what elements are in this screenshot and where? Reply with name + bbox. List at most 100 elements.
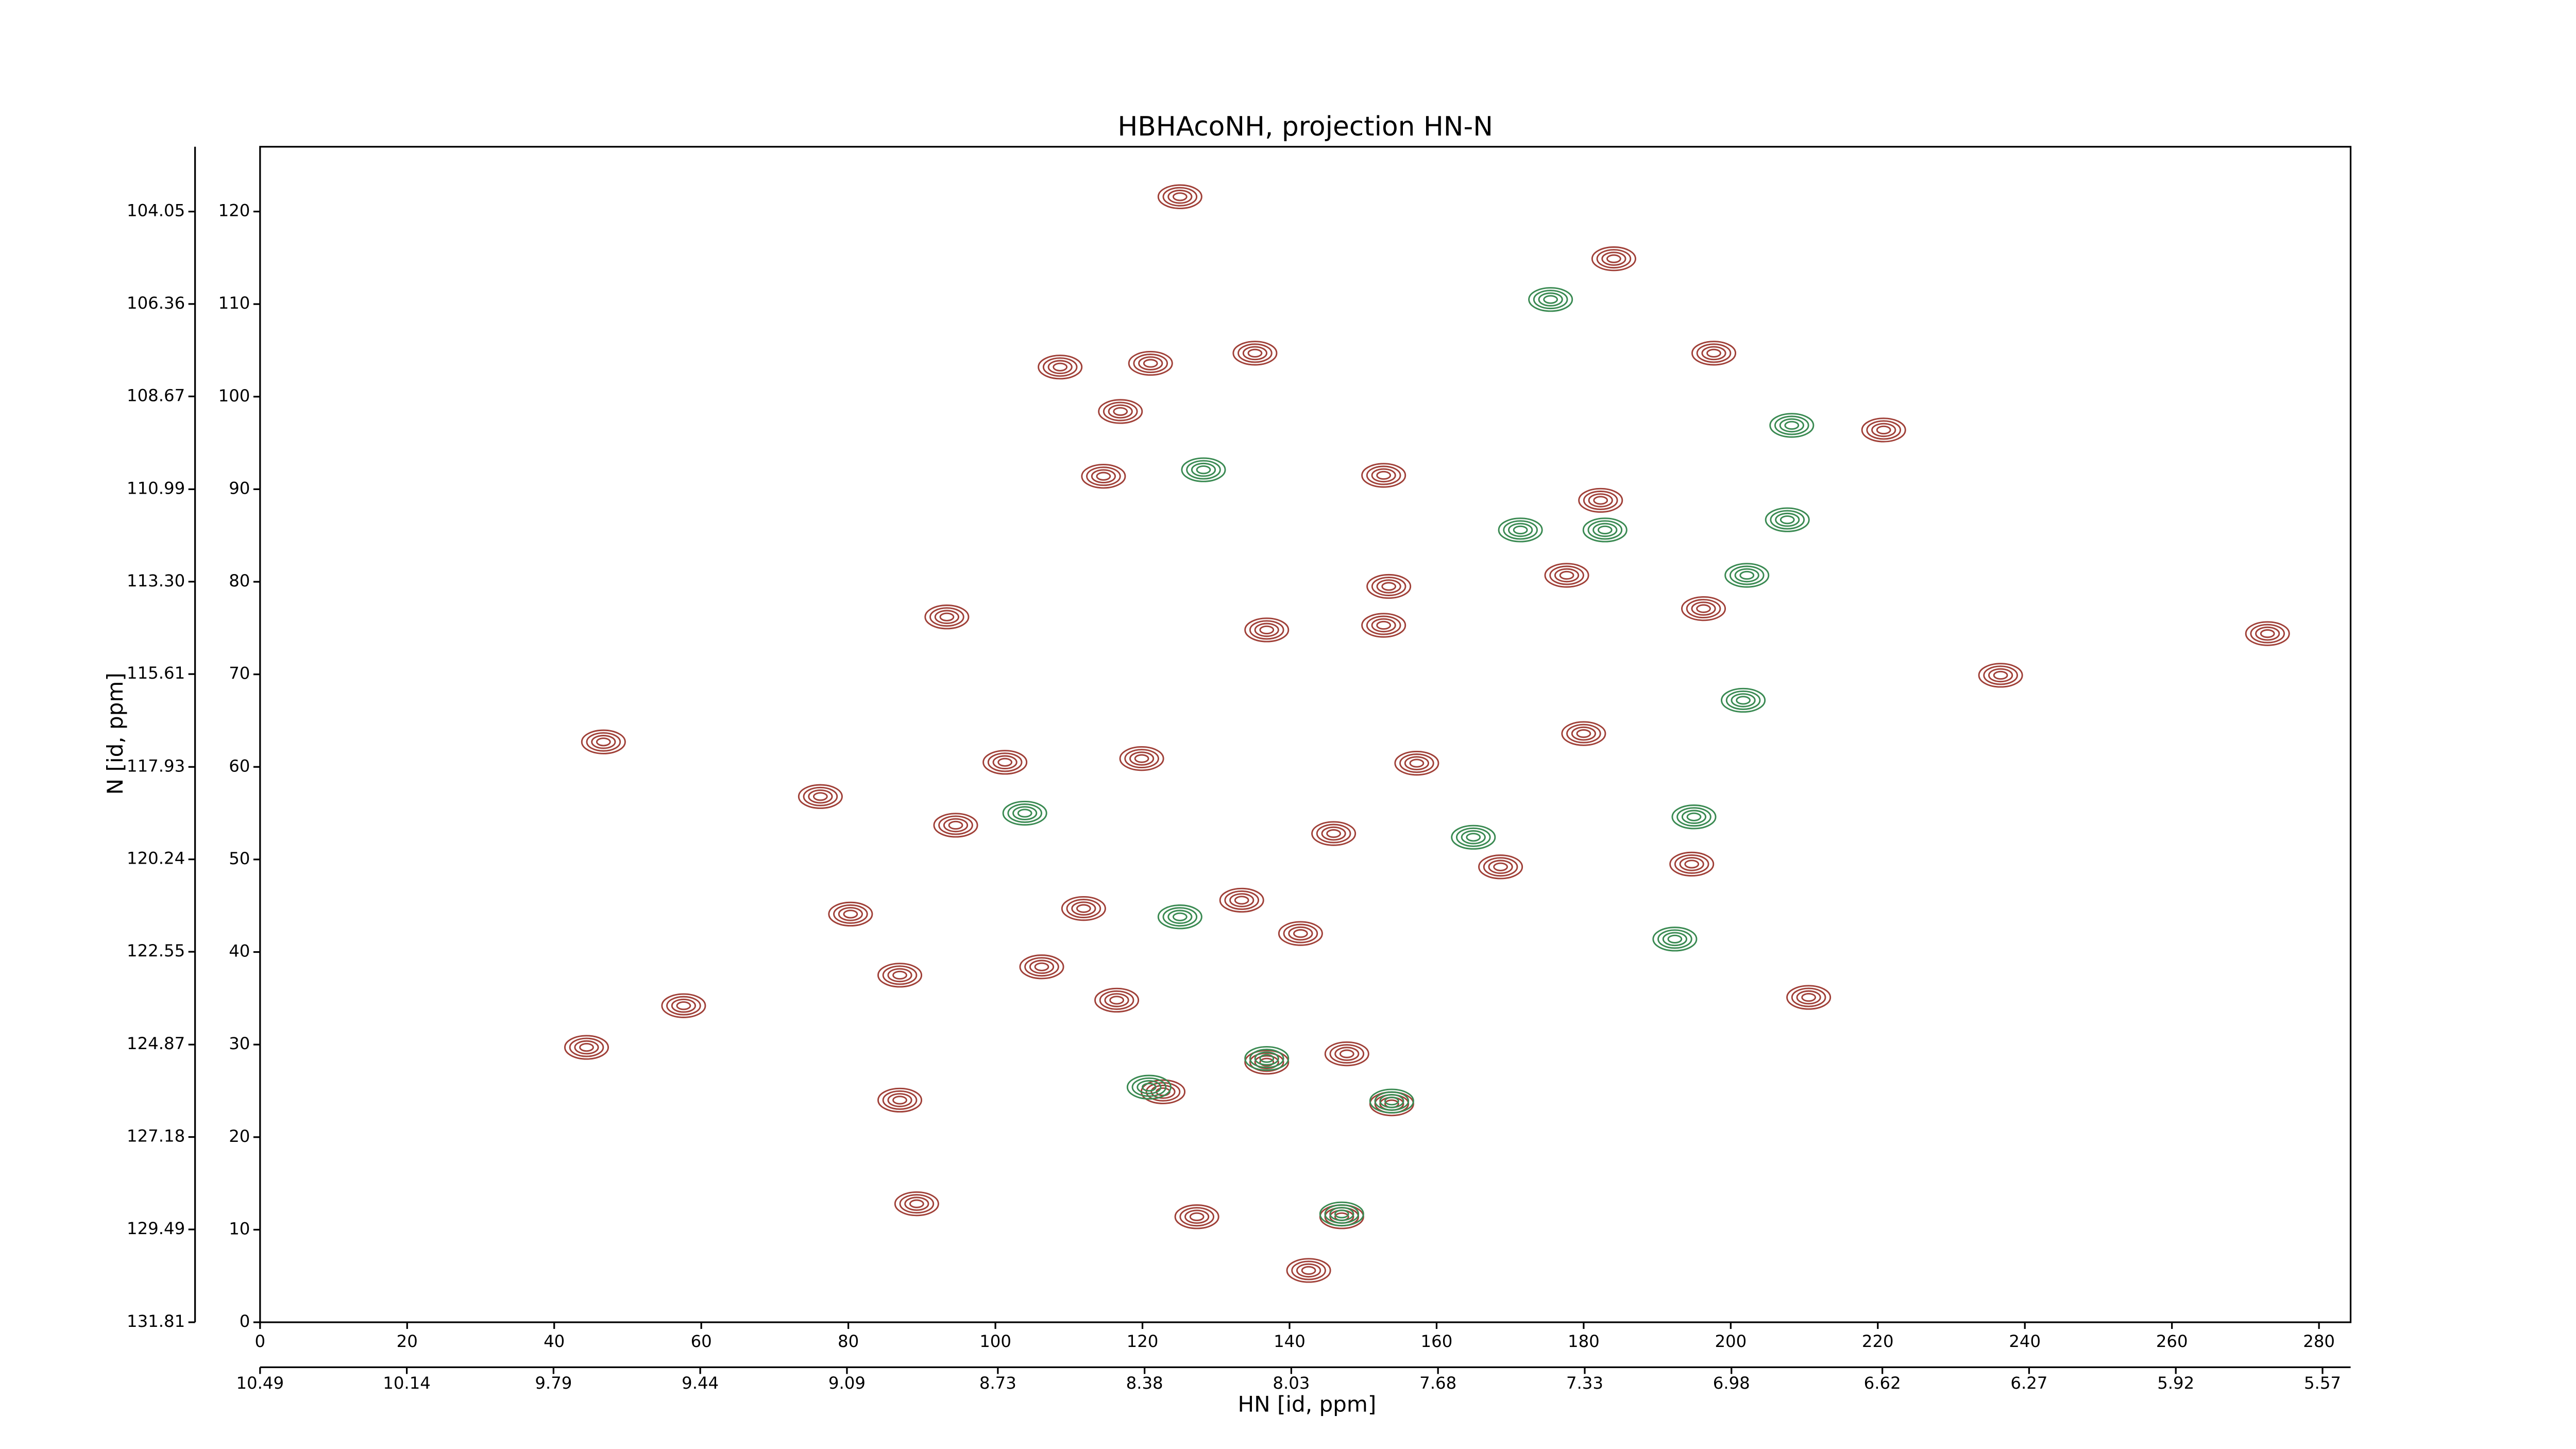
contour-level: [1576, 729, 1591, 738]
contour-level: [1141, 1083, 1157, 1092]
contour-level: [1024, 957, 1059, 977]
contour-level: [1029, 959, 1055, 974]
contour-level: [1701, 346, 1726, 361]
contour-level: [1334, 1047, 1360, 1061]
contour-level: [1591, 246, 1636, 272]
contour-level: [892, 1096, 907, 1105]
contour-level: [1861, 417, 1906, 443]
contour-level: [1786, 985, 1832, 1010]
contour-level: [1587, 520, 1623, 540]
plot-frame: [259, 146, 2352, 1323]
contour-level: [1162, 187, 1198, 207]
contour-level: [803, 786, 838, 806]
y2-tick-label: 120.24: [127, 849, 185, 868]
contour-level: [1674, 854, 1709, 874]
contour-level: [909, 1199, 924, 1208]
contour-level: [1157, 904, 1202, 930]
contour-level: [1662, 932, 1687, 947]
contour-level: [1249, 620, 1284, 640]
contour-level: [1571, 726, 1596, 741]
contour-level: [579, 1042, 594, 1052]
contour-level: [882, 965, 918, 985]
contour-level: [1554, 568, 1580, 583]
contour-level: [828, 901, 873, 926]
contour-level: [1466, 833, 1481, 842]
contour-level: [1528, 287, 1573, 312]
contour-level: [1606, 254, 1621, 263]
y2-tick-label: 127.18: [127, 1126, 185, 1146]
contour-level: [833, 904, 868, 924]
contour-level: [1047, 360, 1073, 375]
contour-level: [1329, 1207, 1354, 1221]
contour-level: [1729, 565, 1765, 585]
contour-level: [894, 1191, 939, 1217]
contour-level: [676, 1001, 691, 1010]
contour-level: [1513, 525, 1528, 535]
contour-level: [877, 1087, 923, 1113]
contour-level: [1381, 582, 1397, 591]
y-tick-label: 30: [229, 1034, 250, 1053]
contour-level: [1983, 665, 2018, 685]
contour-level: [1179, 1207, 1214, 1227]
contour-level: [1326, 829, 1342, 838]
contour-level: [1366, 574, 1412, 599]
contour-level: [1012, 806, 1038, 820]
contour-level: [1770, 510, 1805, 530]
contour-level: [1876, 425, 1891, 435]
contour-level: [1162, 907, 1198, 927]
x-tick-label: 80: [838, 1332, 859, 1351]
contour-level: [1549, 565, 1584, 585]
contour-level: [1871, 423, 1896, 437]
contour-level: [1091, 469, 1116, 484]
contour-level: [1721, 687, 1766, 713]
contour-level: [1126, 1074, 1172, 1100]
contour-level: [904, 1197, 929, 1211]
contour-level: [1238, 343, 1273, 363]
contour-level: [1334, 1209, 1349, 1219]
contour-level: [1113, 407, 1128, 416]
y2-tick-label: 124.87: [127, 1034, 185, 1053]
contour-level: [1371, 577, 1406, 596]
x-tick-label: 220: [1862, 1332, 1894, 1351]
contour-level: [1376, 579, 1401, 594]
chart-title: HBHAcoNH, projection HN-N: [1117, 111, 1493, 142]
contour-level: [1196, 465, 1211, 475]
contour-level: [1109, 996, 1124, 1005]
contour-level: [1593, 496, 1608, 505]
contour-level: [997, 757, 1013, 767]
contour-level: [812, 792, 828, 801]
contour-level: [1775, 512, 1800, 527]
contour-level: [1503, 520, 1538, 540]
contour-level: [1234, 896, 1249, 905]
contour-level: [1034, 962, 1049, 971]
y2-tick-label: 113.30: [127, 571, 185, 591]
contour-level: [1399, 753, 1434, 773]
x2-tick-label: 8.03: [1273, 1373, 1310, 1393]
contour-level: [1681, 596, 1726, 621]
contour-level: [1259, 1057, 1275, 1067]
contour-level: [1739, 570, 1755, 580]
contour-level: [877, 963, 923, 988]
contour-level: [1769, 413, 1815, 438]
contour-level: [1316, 823, 1351, 844]
contour-level: [1734, 568, 1759, 583]
x-tick-label: 100: [979, 1332, 1011, 1351]
y-tick-label: 100: [218, 386, 250, 406]
y-tick-label: 0: [240, 1311, 250, 1331]
contour-level: [1384, 1097, 1399, 1106]
contour-level: [1508, 523, 1533, 537]
y-tick-label: 70: [229, 664, 250, 683]
contour-level: [1765, 507, 1810, 532]
contour-level: [1669, 851, 1715, 877]
y-tick-label: 60: [229, 756, 250, 776]
x2-tick-label: 9.79: [535, 1373, 572, 1393]
contour-level: [924, 604, 970, 630]
contour-level: [1706, 348, 1721, 358]
contour-level: [939, 612, 955, 621]
contour-level: [1157, 184, 1202, 209]
contour-level: [1086, 466, 1121, 486]
contour-level: [661, 993, 706, 1018]
contour-level: [1150, 1085, 1176, 1099]
contour-level: [1244, 1046, 1290, 1071]
